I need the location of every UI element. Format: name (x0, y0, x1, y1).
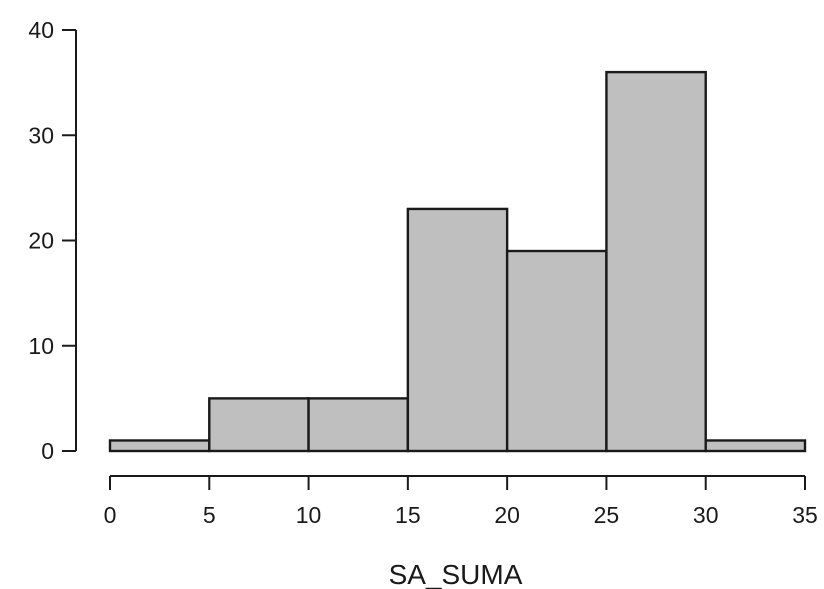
x-axis: 0 5 10 15 20 25 30 35 (104, 475, 818, 528)
y-tick-label: 20 (28, 228, 54, 254)
y-tick-label: 30 (28, 122, 54, 148)
x-tick-label: 25 (594, 502, 620, 528)
histogram-bar-15-20 (406, 207, 509, 453)
x-tick-label: 15 (395, 502, 421, 528)
histogram-bar-5-10 (208, 397, 310, 453)
x-tick-label: 20 (494, 502, 520, 528)
histogram-bar-10-15 (307, 397, 410, 453)
histogram-bar-25-30 (605, 70, 707, 453)
x-tick-label: 30 (693, 502, 719, 528)
x-tick-label: 5 (203, 502, 216, 528)
y-tick-label: 0 (41, 438, 54, 464)
histogram-bar-0-5 (108, 439, 211, 453)
x-tick-label: 0 (104, 502, 117, 528)
histogram-bar-30-35 (704, 439, 807, 453)
x-tick-label: 10 (296, 502, 322, 528)
y-tick-label: 10 (28, 333, 54, 359)
bars-group (108, 70, 807, 453)
y-tick-label: 40 (28, 17, 54, 43)
histogram-bar-20-25 (505, 249, 608, 453)
x-axis-title: SA_SUMA (389, 559, 523, 589)
x-tick-label: 35 (792, 502, 818, 528)
y-axis: 0 10 20 30 40 (28, 17, 77, 464)
